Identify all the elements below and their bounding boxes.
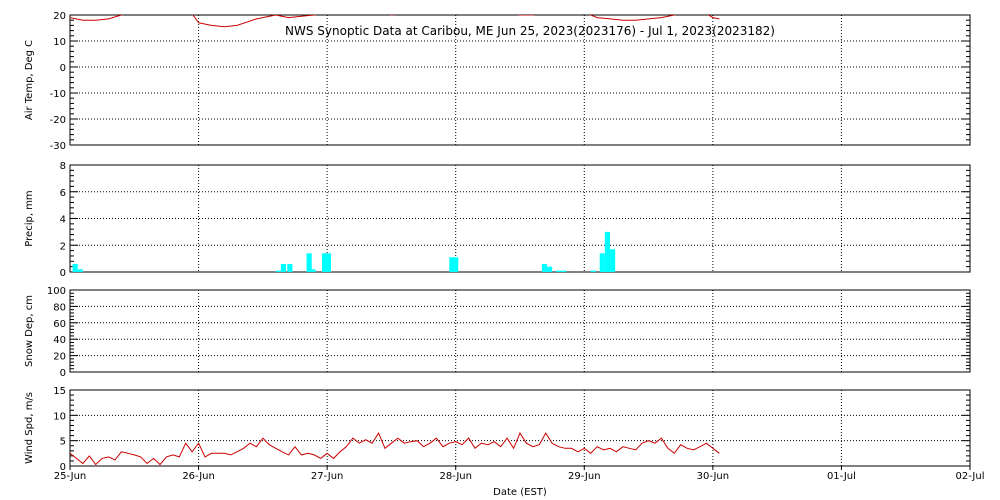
panel-2: 8 6 4 2 0 Precip, mm (24, 161, 971, 279)
precip-bar (610, 249, 616, 272)
chart-title: NWS Synoptic Data at Caribou, ME Jun 25,… (285, 24, 775, 38)
y-tick-label: 100 (47, 286, 66, 297)
y-tick-label: 15 (53, 386, 66, 397)
y-tick-label: 0 (60, 462, 66, 473)
plot-frame (69, 289, 971, 373)
y-tick-label: 80 (53, 302, 66, 313)
x-tick-label: 30-Jun (697, 471, 730, 482)
precip-bar (306, 253, 312, 272)
panel-1: 20 10 0 -10 -20 -30 Air Temp, Deg C (24, 11, 971, 152)
y-tick-label: 60 (53, 319, 66, 330)
precip-bar (287, 263, 293, 272)
panel-3: 100 80 60 40 20 0 Snow Dep, cm (24, 286, 971, 379)
x-tick-label: 01-Jul (827, 471, 856, 482)
y-axis-label: Wind Spd, m/s (24, 392, 35, 464)
precip-bar (453, 257, 459, 272)
wind-speed-line (70, 432, 720, 466)
air-temp-line (70, 15, 720, 28)
x-tick-label: 28-Jun (439, 471, 472, 482)
y-tick-label: 10 (53, 37, 66, 48)
precip-bar (556, 270, 562, 272)
x-tick-label: 25-Jun (54, 471, 87, 482)
y-axis-label: Snow Dep, cm (24, 295, 35, 367)
y-tick-label: 10 (53, 411, 66, 422)
precip-bar (77, 269, 83, 272)
x-tick-label: 02-Jul (956, 471, 985, 482)
plot-frame (69, 389, 971, 467)
precip-bar (322, 253, 328, 272)
y-tick-label: 0 (60, 63, 66, 74)
x-tick-label: 29-Jun (568, 471, 601, 482)
precip-bar (590, 270, 596, 272)
precip-bar (449, 257, 455, 272)
precip-bar (604, 231, 610, 272)
precip-bar (599, 253, 605, 272)
y-tick-label: 20 (53, 11, 66, 22)
y-tick-label: -20 (50, 115, 66, 126)
x-tick-label: 27-Jun (311, 471, 344, 482)
x-axis-label: Date (EST) (493, 487, 547, 498)
y-tick-label: 0 (60, 368, 66, 379)
y-tick-label: 20 (53, 352, 66, 363)
y-axis-label: Air Temp, Deg C (24, 40, 35, 120)
y-tick-label: -10 (50, 89, 66, 100)
y-tick-label: 8 (60, 161, 66, 172)
x-tick-label: 26-Jun (182, 471, 215, 482)
y-tick-label: -30 (50, 141, 66, 152)
precip-bar (325, 253, 331, 272)
precip-bar (547, 266, 553, 272)
y-tick-label: 5 (60, 437, 66, 448)
y-tick-label: 40 (53, 335, 66, 346)
panel-4: 15 10 5 0 Wind Spd, m/s 25-Jun 26-Jun 27-Jun 28-… (24, 386, 984, 482)
y-tick-label: 6 (60, 188, 66, 199)
precip-bar (72, 263, 78, 272)
precip-bar (275, 270, 281, 272)
y-axis-label: Precip, mm (24, 190, 35, 246)
y-tick-label: 2 (60, 241, 66, 252)
precip-bar (541, 263, 547, 272)
y-tick-label: 4 (60, 215, 66, 226)
plot-frame (69, 164, 971, 273)
precip-bar (561, 270, 567, 272)
y-tick-label: 0 (60, 268, 66, 279)
precip-bar (280, 263, 286, 272)
precip-bar (310, 269, 316, 272)
